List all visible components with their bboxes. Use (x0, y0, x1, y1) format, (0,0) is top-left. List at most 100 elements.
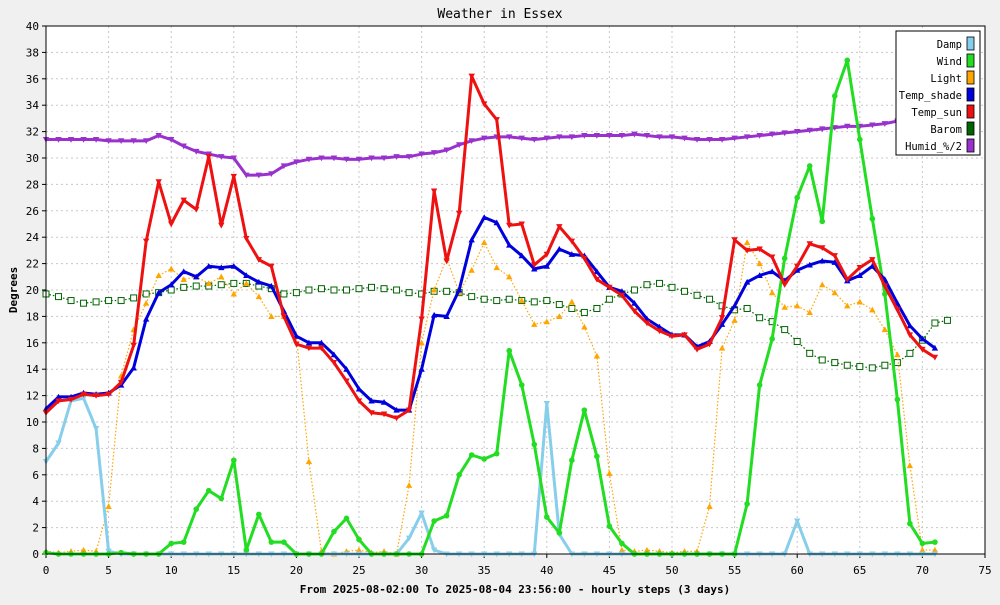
legend-label-temp-sun: Temp_sun (911, 107, 962, 119)
data-point-temp-shade (142, 315, 150, 322)
data-point-temp-sun (581, 255, 588, 262)
data-point-wind (468, 452, 475, 458)
series-humid-2 (42, 114, 939, 179)
data-point-temp-shade (768, 268, 776, 275)
data-point-humid-2 (731, 135, 738, 142)
x-tick-label: 20 (290, 564, 303, 577)
x-tick-label: 65 (853, 564, 866, 577)
data-point-temp-shade (330, 351, 338, 358)
data-point-temp-shade (656, 323, 663, 330)
data-point-temp-sun (92, 393, 100, 399)
data-point-light (618, 546, 626, 553)
data-point-temp-shade (268, 282, 275, 289)
data-point-wind (619, 540, 625, 547)
data-point-light (230, 290, 237, 297)
data-point-temp-shade (856, 272, 863, 279)
data-point-wind (431, 518, 437, 524)
data-point-humid-2 (643, 133, 651, 139)
data-point-light (568, 298, 576, 305)
data-point-humid-2 (130, 138, 137, 145)
data-point-temp-shade (318, 339, 325, 346)
data-point-temp-sun (481, 101, 488, 108)
data-point-temp-sun (230, 173, 237, 180)
data-point-light (731, 317, 738, 323)
data-point-temp-sun (756, 246, 763, 253)
data-point-humid-2 (380, 155, 388, 162)
y-tick-label: 36 (26, 73, 39, 86)
data-point-humid-2 (305, 156, 313, 163)
data-point-temp-shade (556, 245, 563, 252)
x-tick-label: 60 (791, 564, 804, 577)
data-point-temp-shade (205, 263, 212, 269)
data-point-barom (906, 349, 914, 357)
data-point-temp-shade (819, 257, 826, 264)
data-point-wind (343, 515, 350, 522)
data-point-humid-2 (581, 133, 588, 139)
plot-frame (45, 25, 986, 555)
data-point-temp-sun (205, 154, 212, 160)
data-point-temp-shade (343, 366, 350, 372)
data-point-light (881, 326, 889, 333)
x-tick-label: 15 (227, 564, 240, 577)
data-point-humid-2 (280, 163, 288, 170)
data-point-temp-sun (343, 378, 350, 385)
x-tick-label: 30 (415, 564, 428, 577)
x-tick-label: 75 (978, 564, 991, 577)
data-point-temp-shade (180, 268, 187, 275)
data-point-humid-2 (768, 131, 776, 138)
data-point-temp-sun (919, 346, 926, 353)
data-point-temp-sun (168, 221, 175, 228)
data-point-temp-sun (268, 263, 275, 270)
data-point-humid-2 (343, 156, 350, 163)
y-tick-label: 4 (32, 495, 39, 508)
data-point-barom (317, 285, 325, 293)
data-point-light (593, 352, 601, 359)
data-point-wind (518, 382, 525, 388)
data-point-temp-sun (931, 354, 939, 361)
data-point-light (405, 482, 413, 488)
x-axis-label: From 2025-08-02:00 To 2025-08-04 23:56:0… (300, 583, 730, 596)
data-point-light (218, 273, 225, 280)
data-point-barom (305, 286, 313, 294)
data-point-wind (231, 457, 237, 464)
data-point-temp-shade (919, 335, 926, 342)
data-point-temp-sun (142, 238, 150, 245)
y-tick-label: 26 (26, 205, 39, 218)
data-point-humid-2 (180, 143, 187, 150)
data-point-wind (443, 512, 450, 519)
data-point-humid-2 (218, 154, 225, 160)
data-point-humid-2 (869, 122, 876, 129)
data-point-humid-2 (844, 123, 851, 130)
data-point-barom (443, 287, 451, 295)
data-point-temp-sun (455, 210, 463, 217)
data-point-barom (80, 299, 88, 307)
data-point-wind (281, 539, 287, 545)
data-point-wind (831, 93, 838, 99)
data-point-barom (342, 286, 350, 294)
data-point-wind (932, 539, 938, 545)
data-point-light (506, 273, 513, 280)
data-point-barom (856, 363, 864, 371)
legend-swatch-light (966, 70, 975, 85)
data-point-temp-shade (430, 311, 438, 318)
data-point-damp (418, 510, 425, 517)
data-point-barom (943, 316, 951, 324)
data-point-temp-sun (155, 179, 162, 185)
y-tick-label: 0 (32, 548, 39, 561)
legend-swatch-humid-2 (966, 138, 975, 153)
data-point-wind (882, 291, 888, 297)
y-tick-label: 40 (26, 20, 39, 33)
data-point-humid-2 (743, 134, 751, 141)
data-point-temp-shade (418, 366, 425, 372)
data-point-temp-shade (230, 263, 237, 269)
data-point-temp-sun (543, 251, 550, 258)
series-wind (43, 57, 938, 557)
data-point-damp (543, 400, 550, 407)
data-point-barom (793, 337, 801, 345)
data-point-light (205, 280, 212, 286)
data-point-temp-sun (330, 360, 338, 366)
data-point-light (80, 546, 87, 553)
data-point-temp-sun (768, 254, 776, 261)
data-point-barom (92, 298, 100, 306)
